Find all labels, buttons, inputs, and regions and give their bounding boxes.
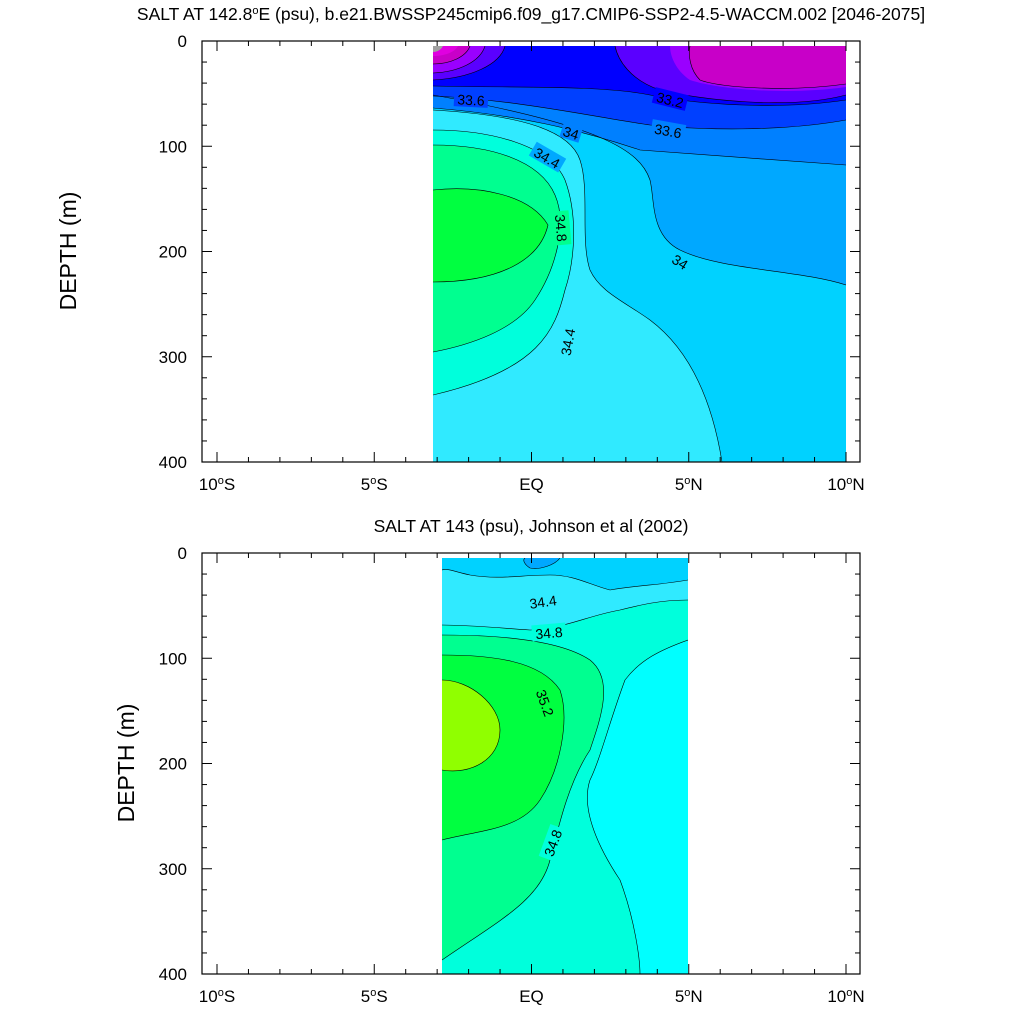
y-tick-label: 200 [159, 755, 187, 774]
isoline [587, 639, 688, 974]
y-tick-label: 100 [159, 649, 187, 668]
contour-labels: 33.6 33.2 34 33.6 34.4 34.8 34 34.4 [453, 87, 694, 360]
band-lt-33.0-east [689, 46, 846, 89]
contour-label: 34.4 [558, 327, 579, 357]
y-tick-label: 400 [159, 453, 187, 472]
isoline [433, 129, 574, 396]
salinity-contour-fill: 34.4 34.8 35.2 34.8 [442, 558, 688, 974]
x-tick-label: EQ [519, 475, 544, 494]
band-gt-35.2 [442, 680, 500, 771]
isoline [442, 654, 565, 841]
y-tick-label: 300 [159, 860, 187, 879]
y-tick-label: 400 [159, 965, 187, 984]
contour-label: 34.8 [552, 214, 570, 243]
band-35.0-35.2-west [433, 188, 548, 282]
isoline [442, 569, 688, 591]
isoline [442, 634, 604, 961]
contour-label: 33.2 [655, 89, 686, 111]
contour-label: 34.4 [528, 592, 557, 612]
y-tick-label: 200 [159, 243, 187, 262]
contour-label: 34 [561, 123, 581, 143]
observed-salinity-panel: SALT AT 143 (psu), Johnson et al (2002) … [113, 516, 865, 1006]
panel-title: SALT AT 142.8oE (psu), b.e21.BWSSP245cmi… [137, 4, 925, 25]
axis-ticks: 10oS 5oS EQ 5oN 10oN 0 100 200 300 400 [159, 32, 865, 494]
band-34.0-34.2 [523, 558, 560, 569]
contour-label: 34 [669, 251, 691, 273]
y-tick-label: 0 [178, 32, 187, 51]
isoline [433, 94, 846, 286]
x-tick-label: 10oN [827, 475, 864, 494]
x-tick-label: 5oS [361, 987, 388, 1006]
isoline [433, 95, 846, 130]
y-tick-label: 100 [159, 137, 187, 156]
isoline [689, 46, 846, 89]
band-corner-gray [433, 46, 443, 52]
axis-ticks: 10oS 5oS EQ 5oN 10oN 0 100 200 300 400 [159, 544, 865, 1006]
isoline [433, 109, 723, 462]
x-tick-label: 5oN [675, 987, 703, 1006]
band-34.2-34.4 [442, 558, 688, 590]
x-tick-label: 5oS [361, 475, 388, 494]
band-34.4-34.6-east [587, 640, 688, 974]
x-tick-label: EQ [519, 987, 544, 1006]
panel-title: SALT AT 143 (psu), Johnson et al (2002) [374, 516, 689, 536]
model-salinity-panel: SALT AT 142.8oE (psu), b.e21.BWSSP245cmi… [55, 4, 925, 494]
salinity-contour-fill: 33.6 33.2 34 33.6 34.4 34.8 34 34.4 [433, 46, 846, 462]
y-tick-label: 0 [178, 544, 187, 563]
contour-label: 33.6 [653, 121, 683, 142]
contour-label: 33.6 [457, 91, 485, 108]
contour-label: 34.8 [535, 624, 564, 642]
y-axis-label: DEPTH (m) [55, 192, 81, 311]
isoline [433, 107, 846, 166]
isoline [433, 46, 506, 81]
contour-labels: 34.4 34.8 35.2 34.8 [524, 590, 567, 862]
isoline [442, 679, 501, 772]
x-tick-label: 10oS [199, 475, 235, 494]
y-tick-label: 300 [159, 348, 187, 367]
x-tick-label: 10oN [827, 987, 864, 1006]
isoline [433, 85, 846, 106]
y-axis-label: DEPTH (m) [113, 704, 139, 823]
x-tick-label: 5oN [675, 475, 703, 494]
x-tick-label: 10oS [199, 987, 235, 1006]
isoline [433, 46, 486, 74]
isoline [433, 46, 471, 65]
isoline [442, 599, 688, 631]
isoline [523, 558, 561, 569]
isoline [433, 188, 549, 283]
